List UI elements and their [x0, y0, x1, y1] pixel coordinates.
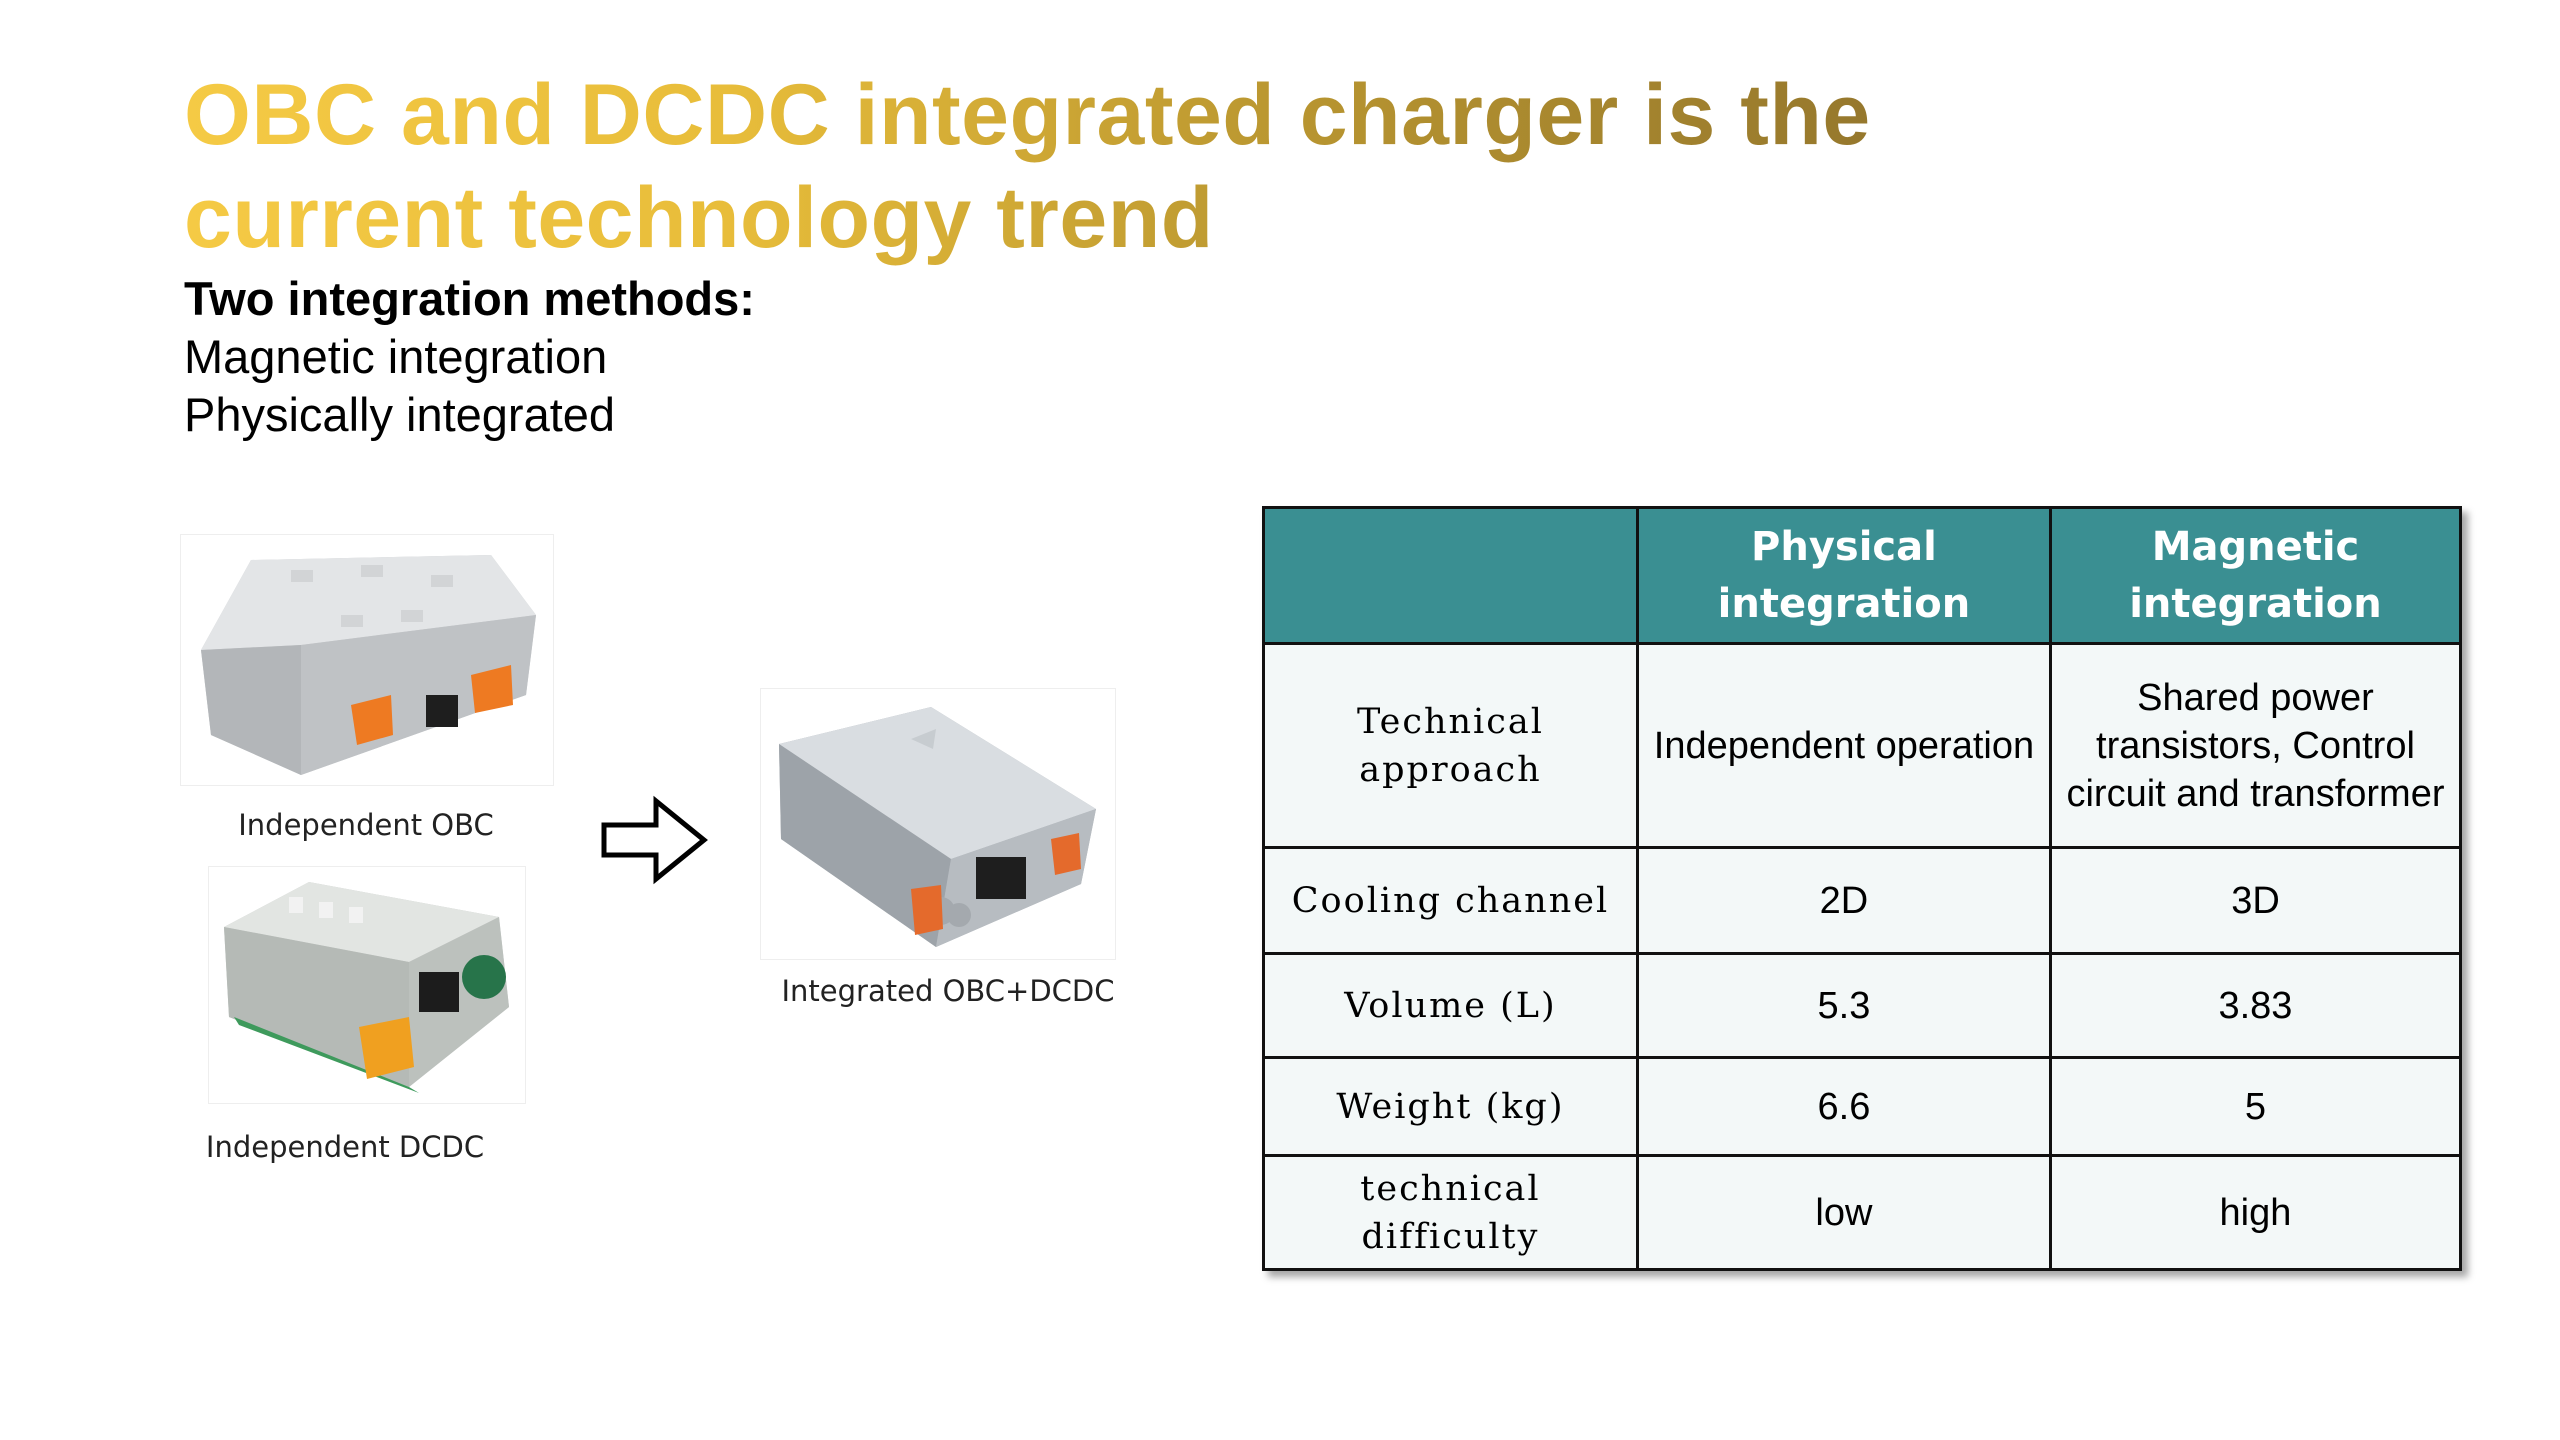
- method-item: Magnetic integration: [184, 330, 608, 383]
- arrow-right-icon: [601, 795, 708, 885]
- table-cell: 3D: [2048, 846, 2463, 955]
- table-row: Cooling channel 2D 3D: [1262, 846, 2463, 955]
- methods-heading: Two integration methods:: [184, 272, 755, 325]
- integrated-caption: Integrated OBC+DCDC: [781, 974, 1115, 1008]
- row-label: Weight (kg): [1262, 1056, 1639, 1157]
- table-cell: high: [2048, 1154, 2463, 1271]
- table-cell: 2D: [1635, 846, 2052, 955]
- table-header-physical: Physical integration: [1635, 506, 2052, 645]
- table-row: Technical approach Independent operation…: [1262, 642, 2463, 849]
- dcdc-product-image: [208, 866, 526, 1104]
- obc-product-image: [180, 534, 554, 786]
- table-cell: Independent operation: [1635, 642, 2052, 849]
- row-label: Technical approach: [1262, 642, 1639, 849]
- table-cell: low: [1635, 1154, 2052, 1271]
- row-label: technical difficulty: [1262, 1154, 1639, 1271]
- comparison-table: Physical integration Magnetic integratio…: [1262, 506, 2463, 1271]
- slide-title: OBC and DCDC integrated charger is the c…: [184, 64, 1984, 270]
- integration-methods: Two integration methods: Magnetic integr…: [184, 270, 755, 444]
- table-cell: 5.3: [1635, 952, 2052, 1059]
- table-row: Volume (L) 5.3 3.83: [1262, 952, 2463, 1059]
- method-item: Physically integrated: [184, 388, 616, 441]
- table-cell: 6.6: [1635, 1056, 2052, 1157]
- table-row: technical difficulty low high: [1262, 1154, 2463, 1271]
- table-header-row: Physical integration Magnetic integratio…: [1262, 506, 2463, 645]
- table-cell: 3.83: [2048, 952, 2463, 1059]
- row-label: Volume (L): [1262, 952, 1639, 1059]
- table-row: Weight (kg) 6.6 5: [1262, 1056, 2463, 1157]
- dcdc-caption: Independent DCDC: [205, 1130, 485, 1164]
- table-header-empty: [1262, 506, 1639, 645]
- table-header-magnetic: Magnetic integration: [2048, 506, 2463, 645]
- table-cell: Shared power transistors, Control circui…: [2048, 642, 2463, 849]
- table-cell: 5: [2048, 1056, 2463, 1157]
- obc-caption: Independent OBC: [238, 808, 494, 842]
- row-label: Cooling channel: [1262, 846, 1639, 955]
- integrated-product-image: [760, 688, 1116, 960]
